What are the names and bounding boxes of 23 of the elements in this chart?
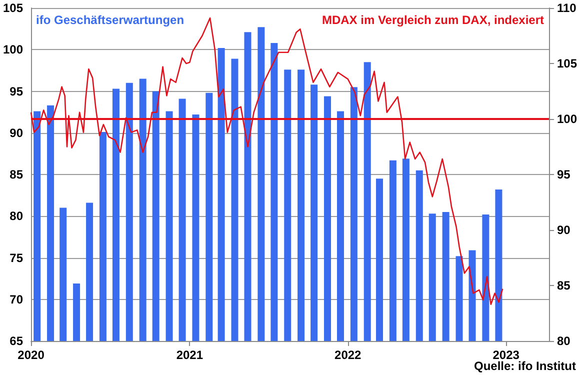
y2-tick-label: 110 (556, 1, 577, 15)
y2-tick-label: 80 (556, 334, 571, 348)
y-tick-label: 95 (10, 84, 24, 98)
x-tick-label: 2023 (492, 348, 520, 362)
x-tick-label: 2020 (18, 348, 45, 362)
y2-tick-label: 85 (556, 278, 571, 292)
y2-tick-label: 90 (556, 223, 571, 237)
y-tick-label: 105 (2, 1, 24, 15)
y2-tick-label: 95 (556, 168, 571, 182)
y-tick-label: 65 (10, 334, 24, 348)
y-tick-label: 75 (10, 250, 24, 265)
series-label: MDAX im Vergleich zum DAX, indexiert (322, 13, 544, 27)
x-tick-label: 2022 (334, 348, 362, 362)
y-tick-label: 100 (2, 42, 24, 57)
y2-tick-label: 105 (556, 56, 578, 70)
y2-tick-label: 100 (556, 112, 578, 126)
y-tick-label: 85 (10, 168, 24, 182)
y-tick-label: 70 (10, 292, 24, 306)
y-tick-label: 80 (10, 209, 24, 224)
x-tick-label: 2021 (176, 348, 204, 362)
source-note: Quelle: ifo Institut (474, 359, 576, 373)
text: ifo Geschäftserwartungen (36, 13, 184, 27)
y-tick-label: 90 (10, 126, 24, 140)
